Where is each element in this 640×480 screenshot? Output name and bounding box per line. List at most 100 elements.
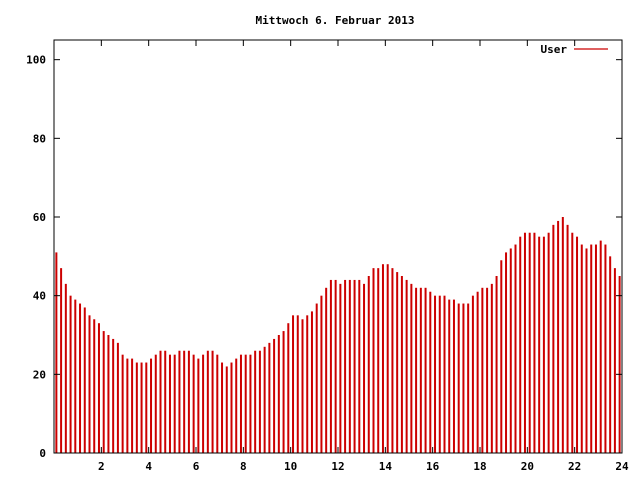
bar-2	[64, 283, 67, 453]
bar-103	[542, 236, 545, 453]
bar-101	[533, 232, 536, 453]
y-tick-label-1: 20	[33, 368, 46, 381]
bar-70	[386, 264, 389, 453]
y-tick-label-3: 60	[33, 211, 46, 224]
bar-3	[69, 295, 72, 453]
bar-109	[571, 232, 574, 453]
bar-17	[135, 362, 138, 453]
bar-38	[235, 358, 238, 453]
bar-32	[206, 350, 209, 453]
bar-16	[131, 358, 134, 453]
bar-46	[273, 338, 276, 453]
y-tick-label-2: 40	[33, 290, 46, 303]
bar-95	[505, 252, 508, 453]
bar-66	[367, 276, 370, 453]
bar-14	[121, 354, 124, 453]
bar-86	[462, 303, 465, 453]
bar-37	[230, 362, 233, 453]
bar-10	[102, 331, 105, 453]
bar-19	[145, 362, 148, 453]
bar-73	[400, 276, 403, 453]
bar-110	[576, 236, 579, 453]
bar-9	[97, 323, 100, 453]
bar-96	[509, 248, 512, 453]
bar-89	[476, 291, 479, 453]
bar-54	[310, 311, 313, 453]
bar-104	[547, 232, 550, 453]
bar-108	[566, 224, 569, 453]
bar-76	[415, 287, 418, 453]
bar-83	[448, 299, 451, 453]
bar-25	[173, 354, 176, 453]
bar-81	[438, 295, 441, 453]
bar-64	[358, 279, 361, 453]
bar-11	[107, 335, 110, 453]
bar-56	[320, 295, 323, 453]
bar-92	[490, 283, 493, 453]
bar-41	[249, 354, 252, 453]
bar-4	[74, 299, 77, 453]
bar-114	[594, 244, 597, 453]
bar-69	[381, 264, 384, 453]
bar-39	[239, 354, 242, 453]
legend: User	[541, 43, 608, 56]
x-tick-label-6: 14	[379, 460, 393, 473]
bar-118	[613, 268, 616, 453]
bar-88	[471, 295, 474, 453]
bar-40	[244, 354, 247, 453]
bar-77	[419, 287, 422, 453]
bar-59	[334, 279, 337, 453]
bar-34	[216, 354, 219, 453]
bar-1	[60, 268, 63, 453]
bar-91	[486, 287, 489, 453]
bar-72	[396, 272, 399, 453]
bar-75	[410, 283, 413, 453]
bar-27	[183, 350, 186, 453]
x-tick-label-1: 4	[145, 460, 152, 473]
y-tick-label-4: 80	[33, 132, 46, 145]
bar-45	[268, 342, 271, 453]
bar-53	[306, 315, 309, 453]
bar-61	[344, 279, 347, 453]
bar-115	[599, 240, 602, 453]
bar-23	[164, 350, 167, 453]
bars-group	[55, 217, 621, 453]
y-tick-label-0: 0	[39, 447, 46, 460]
x-tick-label-8: 18	[473, 460, 486, 473]
bar-105	[552, 224, 555, 453]
bar-107	[561, 217, 564, 453]
x-tick-label-10: 22	[568, 460, 581, 473]
bar-26	[178, 350, 181, 453]
bar-97	[514, 244, 517, 453]
bar-111	[580, 244, 583, 453]
bar-71	[391, 268, 394, 453]
bar-63	[353, 279, 356, 453]
bar-0	[55, 252, 58, 453]
bar-67	[372, 268, 375, 453]
bar-68	[377, 268, 380, 453]
bar-98	[519, 236, 522, 453]
bar-33	[211, 350, 214, 453]
bar-42	[254, 350, 257, 453]
bar-47	[277, 335, 280, 453]
bar-21	[154, 354, 157, 453]
bar-113	[590, 244, 593, 453]
bar-24	[168, 354, 171, 453]
bar-78	[424, 287, 427, 453]
x-tick-label-7: 16	[426, 460, 440, 473]
x-tick-label-4: 10	[284, 460, 297, 473]
plot-frame	[53, 39, 623, 454]
bar-28	[187, 350, 190, 453]
bar-57	[325, 287, 328, 453]
x-tick-label-11: 24	[615, 460, 629, 473]
bar-116	[604, 244, 607, 453]
bar-117	[609, 256, 612, 453]
bar-79	[429, 291, 432, 453]
bar-48	[282, 331, 285, 453]
bar-112	[585, 248, 588, 453]
bar-29	[192, 354, 195, 453]
legend-label-user: User	[541, 43, 568, 56]
chart-title: Mittwoch 6. Februar 2013	[256, 14, 415, 27]
